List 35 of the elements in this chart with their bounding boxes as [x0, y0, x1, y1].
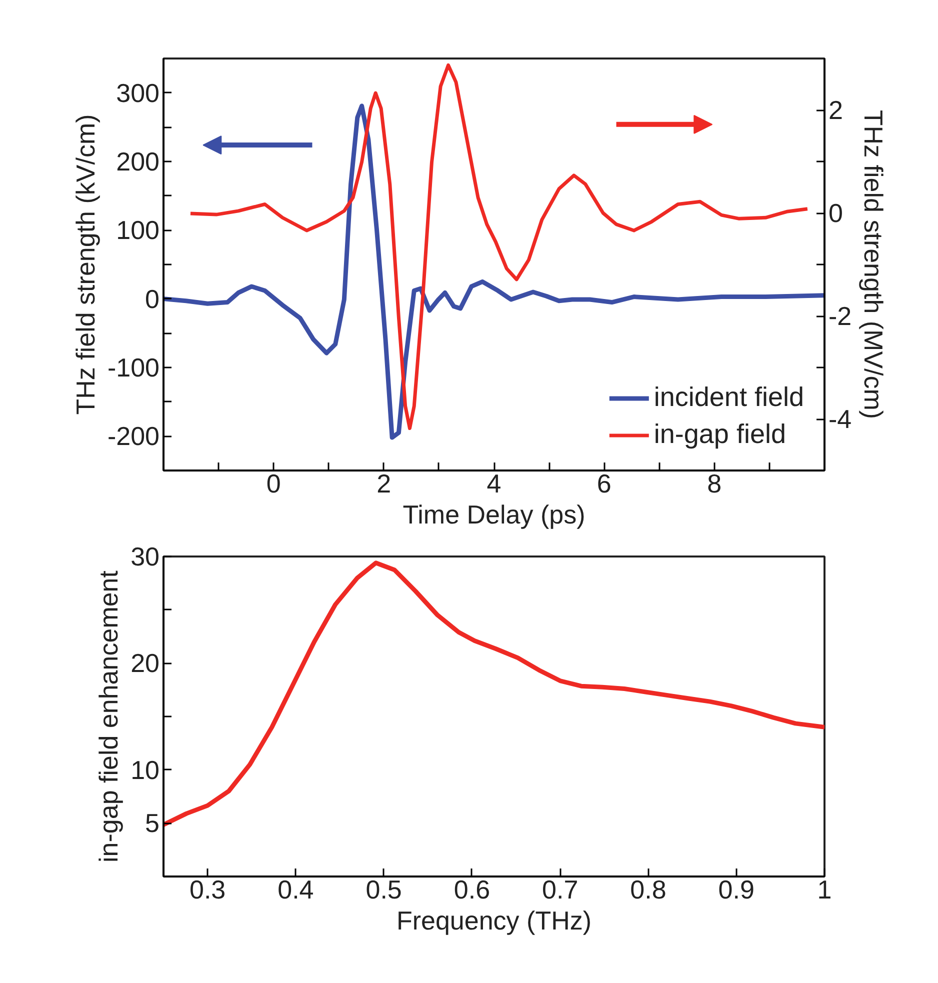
x-tick-label: 2 [376, 468, 392, 498]
y-tick-label: -100 [107, 352, 160, 382]
y2-tick-label: 2 [828, 95, 843, 125]
x-tick-label: 8 [707, 468, 722, 498]
y-tick-label: -200 [107, 421, 160, 452]
y-axis-title: in-gap field enhancement [94, 570, 124, 862]
y-tick-label: 200 [116, 146, 160, 176]
x-tick-label: 0.8 [630, 874, 666, 904]
y2-tick-label: 0 [828, 198, 843, 228]
y-tick-label: 300 [116, 78, 160, 108]
y-tick-label: 100 [116, 215, 160, 246]
x-axis-title: Frequency (THz) [396, 906, 592, 936]
y-tick-label: 0 [145, 284, 160, 314]
x-tick-label: 0.7 [542, 874, 578, 904]
y-tick-label: 20 [130, 648, 160, 678]
x-tick-label: 0.4 [278, 874, 314, 904]
legend-label: incident field [654, 382, 804, 413]
x-tick-label: 4 [486, 468, 502, 498]
y-tick-label: 30 [130, 542, 160, 572]
x-tick-label: 1 [817, 874, 832, 904]
x-axis-title: Time Delay (ps) [402, 500, 586, 530]
y2-axis-title: THz field strength (MV/cm) [858, 110, 889, 420]
legend-label: in-gap field [654, 419, 786, 450]
x-tick-label: 0.6 [454, 874, 490, 904]
line-series [164, 560, 824, 828]
x-tick-label: 0 [266, 468, 281, 498]
y-tick-label: 5 [145, 808, 160, 838]
y-axis-title: THz field strength (kV/cm) [70, 114, 100, 415]
y2-tick-label: -4 [828, 404, 852, 434]
x-tick-label: 6 [596, 468, 612, 498]
x-tick-label: 0.9 [718, 874, 754, 904]
y2-tick-label: -2 [828, 301, 852, 331]
y-tick-label: 10 [130, 754, 160, 785]
x-tick-label: 0.3 [189, 874, 226, 904]
x-tick-label: 0.5 [366, 874, 402, 904]
